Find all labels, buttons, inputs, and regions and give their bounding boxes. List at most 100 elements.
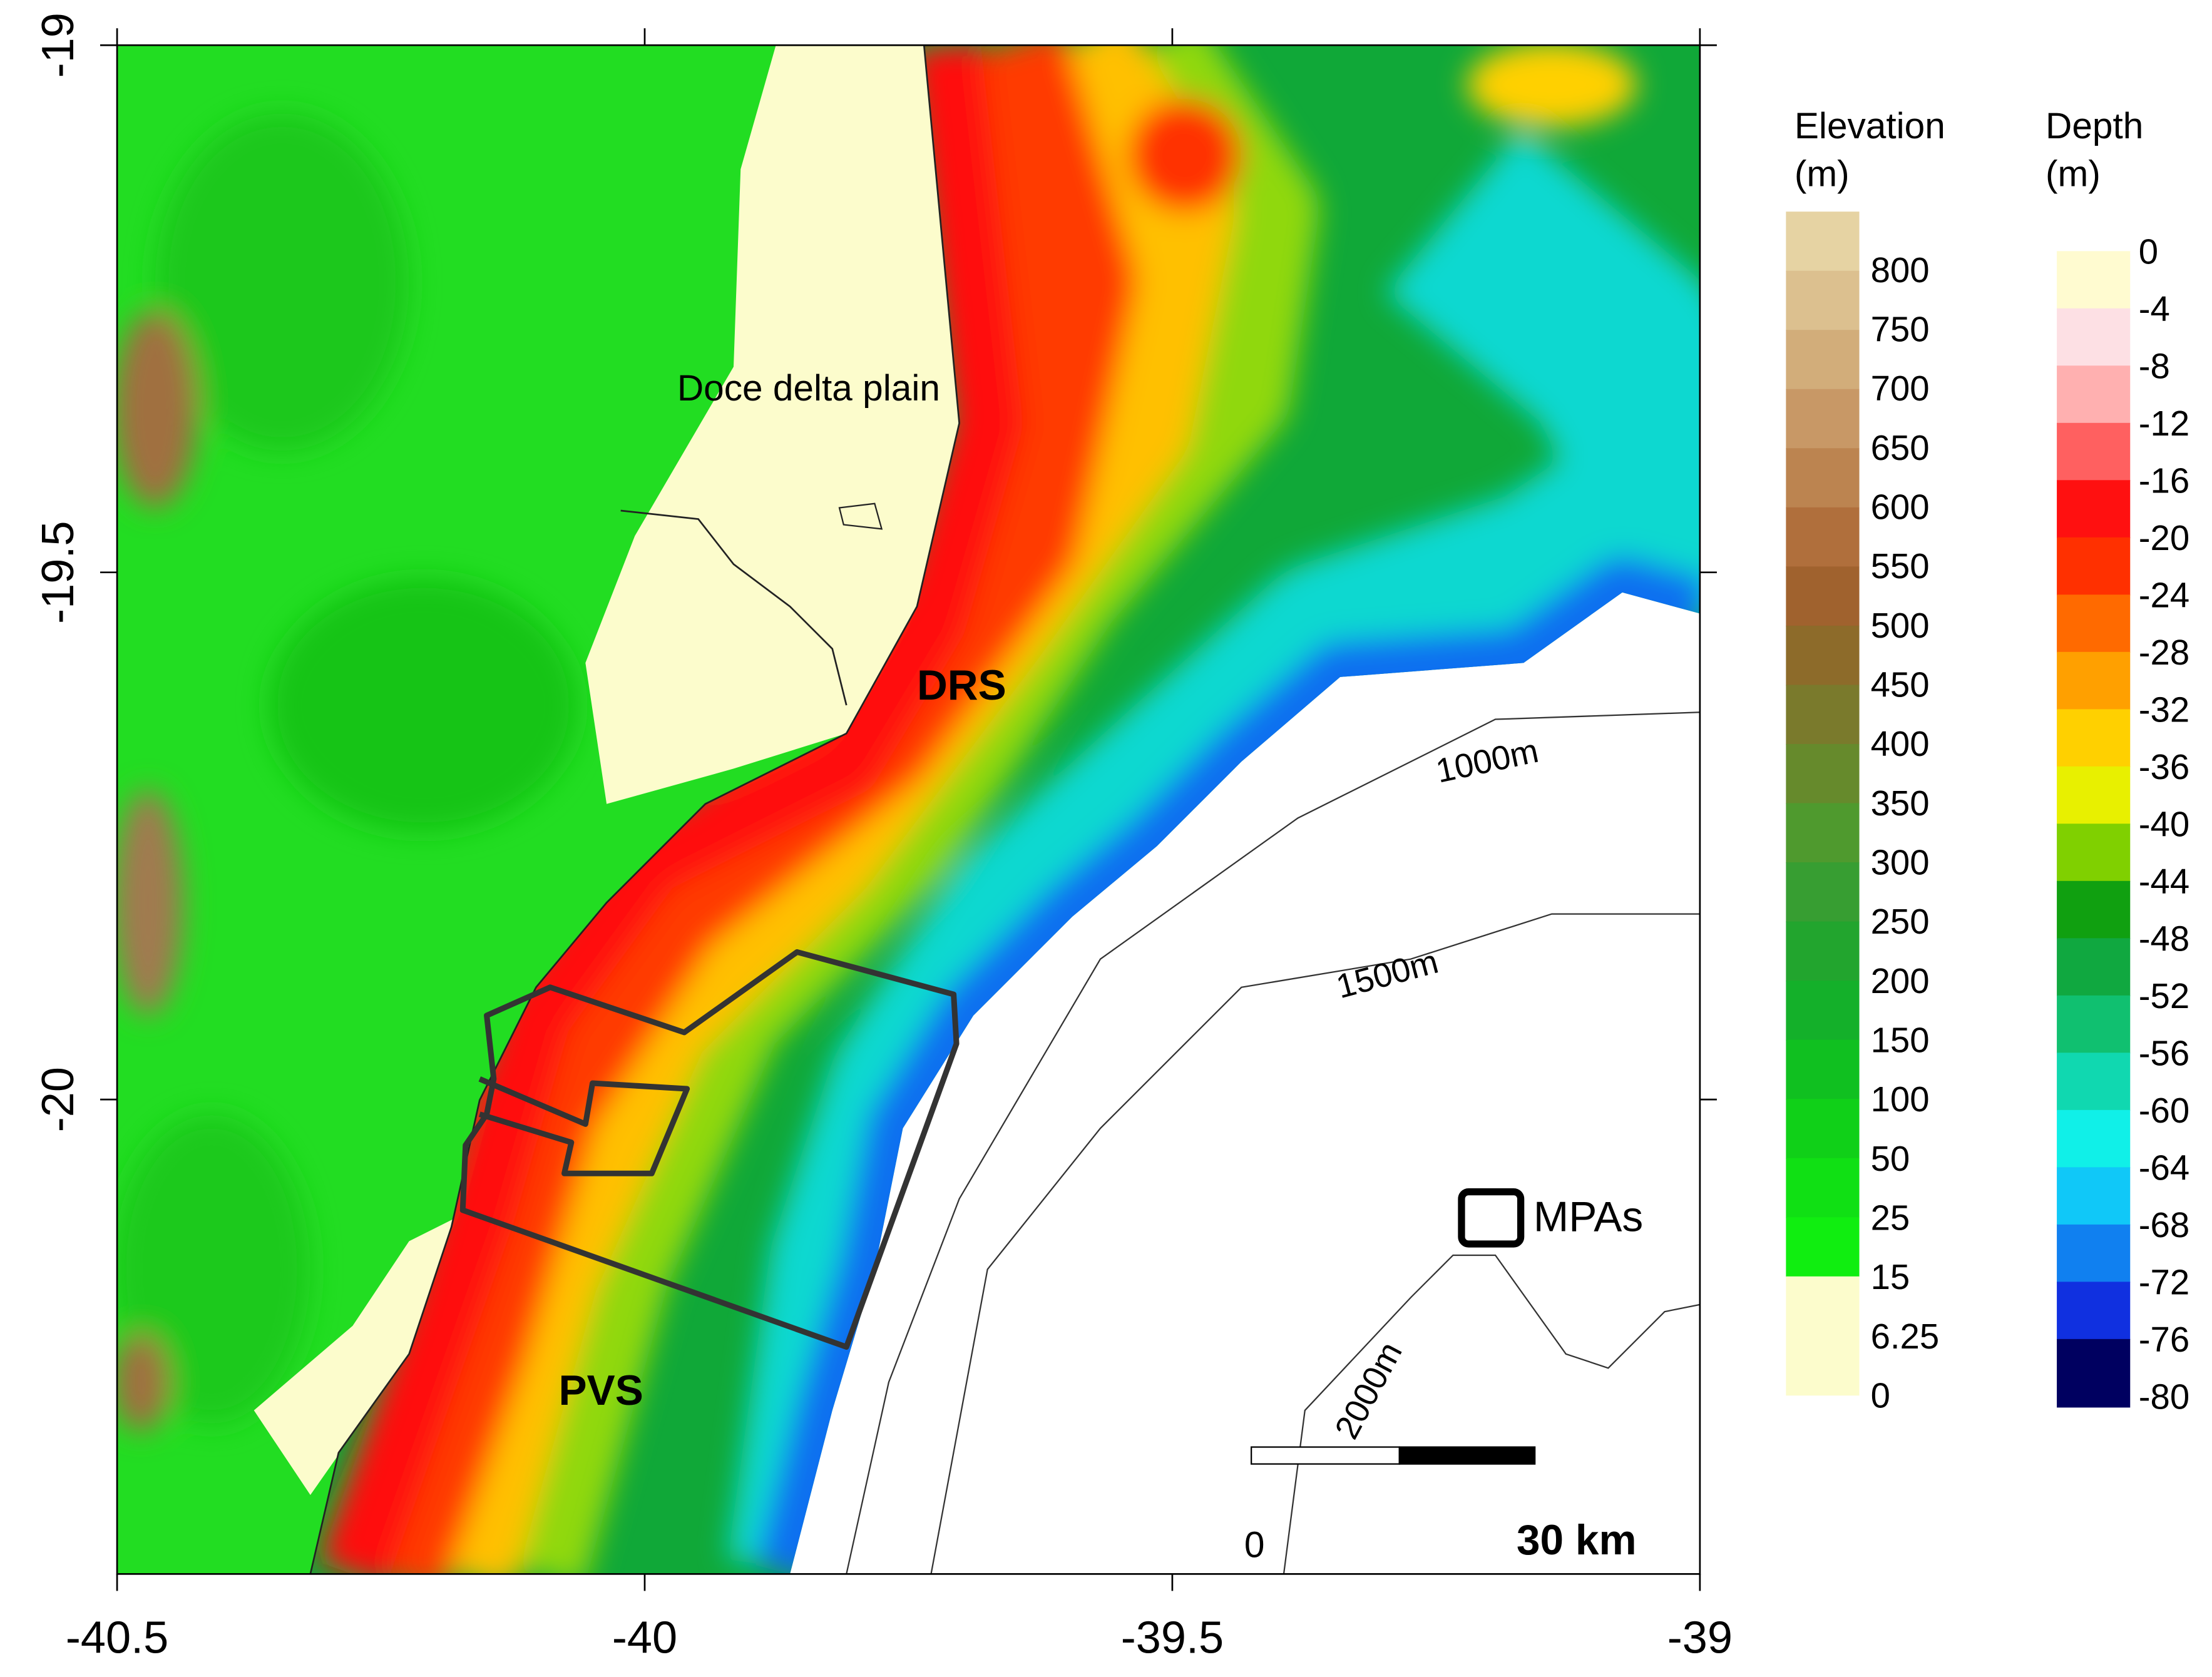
southern-lowland [253, 1213, 466, 1496]
x-tick-label: -39 [1667, 1613, 1733, 1663]
colorbar-segment [2057, 766, 2131, 825]
colorbar-label: -8 [2139, 347, 2170, 386]
colorbar-segment [2057, 1282, 2131, 1340]
scale-label: 30 km [1517, 1517, 1637, 1564]
colorbar-segment [2057, 651, 2131, 710]
legend-title: (m) [1795, 154, 1850, 195]
colorbar-label: 300 [1871, 842, 1930, 882]
colorbar-segment [1786, 862, 1860, 922]
shelf-label: PVS [559, 1367, 643, 1414]
colorbar-segment [2057, 823, 2131, 882]
contour-line [930, 913, 1700, 1574]
colorbar-label: 15 [1871, 1257, 1910, 1297]
mpa-legend-symbol [1458, 1188, 1525, 1248]
colorbar-label: -60 [2139, 1091, 2189, 1130]
river [620, 509, 847, 706]
colorbar-segment [1786, 212, 1860, 272]
colorbar-label: 400 [1871, 724, 1930, 763]
colorbar-segment [2057, 1053, 2131, 1111]
colorbar-segment [1786, 685, 1860, 745]
colorbar-label: 100 [1871, 1079, 1930, 1119]
delta-plain [585, 45, 960, 804]
colorbar-segment [2057, 594, 2131, 653]
colorbar-label: -44 [2139, 862, 2189, 901]
colorbar-segment [1786, 270, 1860, 331]
land-texture [117, 113, 579, 1432]
colorbar-segment [2057, 938, 2131, 996]
colorbar-label: 550 [1871, 546, 1930, 586]
colorbar-label: 450 [1871, 665, 1930, 704]
x-tick-label: -40.5 [66, 1613, 168, 1663]
legend-title: (m) [2046, 154, 2101, 195]
coastline [309, 45, 960, 1574]
colorbar-label: 250 [1871, 902, 1930, 941]
contour-line [846, 711, 1700, 1574]
plot-frame [116, 44, 1701, 1575]
colorbar-segment [1786, 803, 1860, 864]
colorbar-segment [2057, 1109, 2131, 1168]
colorbar-segment [1786, 1276, 1860, 1396]
colorbar-segment [2057, 1167, 2131, 1225]
colorbar-label: 750 [1871, 310, 1930, 349]
shelf-label: DRS [917, 662, 1006, 709]
colorbar-segment [2057, 422, 2131, 481]
colorbar-segment [2057, 709, 2131, 767]
colorbar-label: -56 [2139, 1034, 2189, 1073]
colorbar-label: 25 [1871, 1198, 1910, 1237]
colorbar-label: 0 [2139, 232, 2158, 272]
colorbar-segment [2057, 480, 2131, 538]
colorbar-label: 200 [1871, 961, 1930, 1001]
y-tick-label: -19 [33, 13, 83, 78]
mpa-boundary [459, 949, 960, 1350]
y-tick-label: -20 [33, 1067, 83, 1132]
colorbar-label: 500 [1871, 606, 1930, 645]
colorbar-label: -40 [2139, 805, 2189, 844]
legend-title: Elevation [1795, 106, 1945, 146]
scale-label: 0 [1244, 1524, 1265, 1565]
colorbar-segment [1786, 981, 1860, 1041]
y-tick-label: -19.5 [33, 521, 83, 624]
colorbar-label: 350 [1871, 783, 1930, 823]
colorbar-segment [1786, 1158, 1860, 1218]
colorbar-label: -12 [2139, 404, 2189, 443]
x-tick-label: -40 [612, 1613, 677, 1663]
colorbar-label: -24 [2139, 576, 2189, 615]
colorbar-label: 150 [1871, 1020, 1930, 1059]
shelf [310, 45, 1700, 1574]
colorbar-segment [1786, 330, 1860, 390]
mpa-boundary [478, 1076, 690, 1176]
colorbar-label: 600 [1871, 487, 1930, 527]
place-label: Doce delta plain [677, 368, 940, 409]
colorbar-segment [2057, 995, 2131, 1054]
colorbar-segment [1786, 1099, 1860, 1159]
colorbar-label: -80 [2139, 1377, 2189, 1417]
contour-line [1283, 1254, 1700, 1574]
x-tick-label: -39.5 [1121, 1613, 1224, 1663]
colorbar-label: -76 [2139, 1320, 2189, 1359]
colorbar-label: -36 [2139, 747, 2189, 787]
colorbar-label: 700 [1871, 369, 1930, 408]
colorbar-label: -4 [2139, 289, 2170, 329]
colorbar-label: -68 [2139, 1205, 2189, 1245]
colorbar-label: 650 [1871, 428, 1930, 467]
legend-title: Depth [2046, 106, 2143, 146]
terrain [117, 45, 1700, 1574]
colorbar-segment [2057, 365, 2131, 424]
colorbar-label: 6.25 [1871, 1317, 1940, 1356]
colorbar-label: 800 [1871, 250, 1930, 290]
colorbar-segment [1786, 389, 1860, 449]
colorbar-segment [1786, 566, 1860, 627]
colorbar-label: 50 [1871, 1139, 1910, 1178]
colorbar-segment [1786, 921, 1860, 982]
colorbar-label: -64 [2139, 1148, 2189, 1188]
colorbar-segment [2057, 1338, 2131, 1408]
scale-bar-segment [1398, 1446, 1536, 1465]
colorbar-label: -28 [2139, 633, 2189, 672]
colorbar-segment [2057, 880, 2131, 939]
colorbar-label: -72 [2139, 1263, 2189, 1302]
colorbar-segment [2057, 1224, 2131, 1283]
scale-bar-segment [1251, 1446, 1400, 1465]
colorbar-label: -52 [2139, 976, 2189, 1016]
